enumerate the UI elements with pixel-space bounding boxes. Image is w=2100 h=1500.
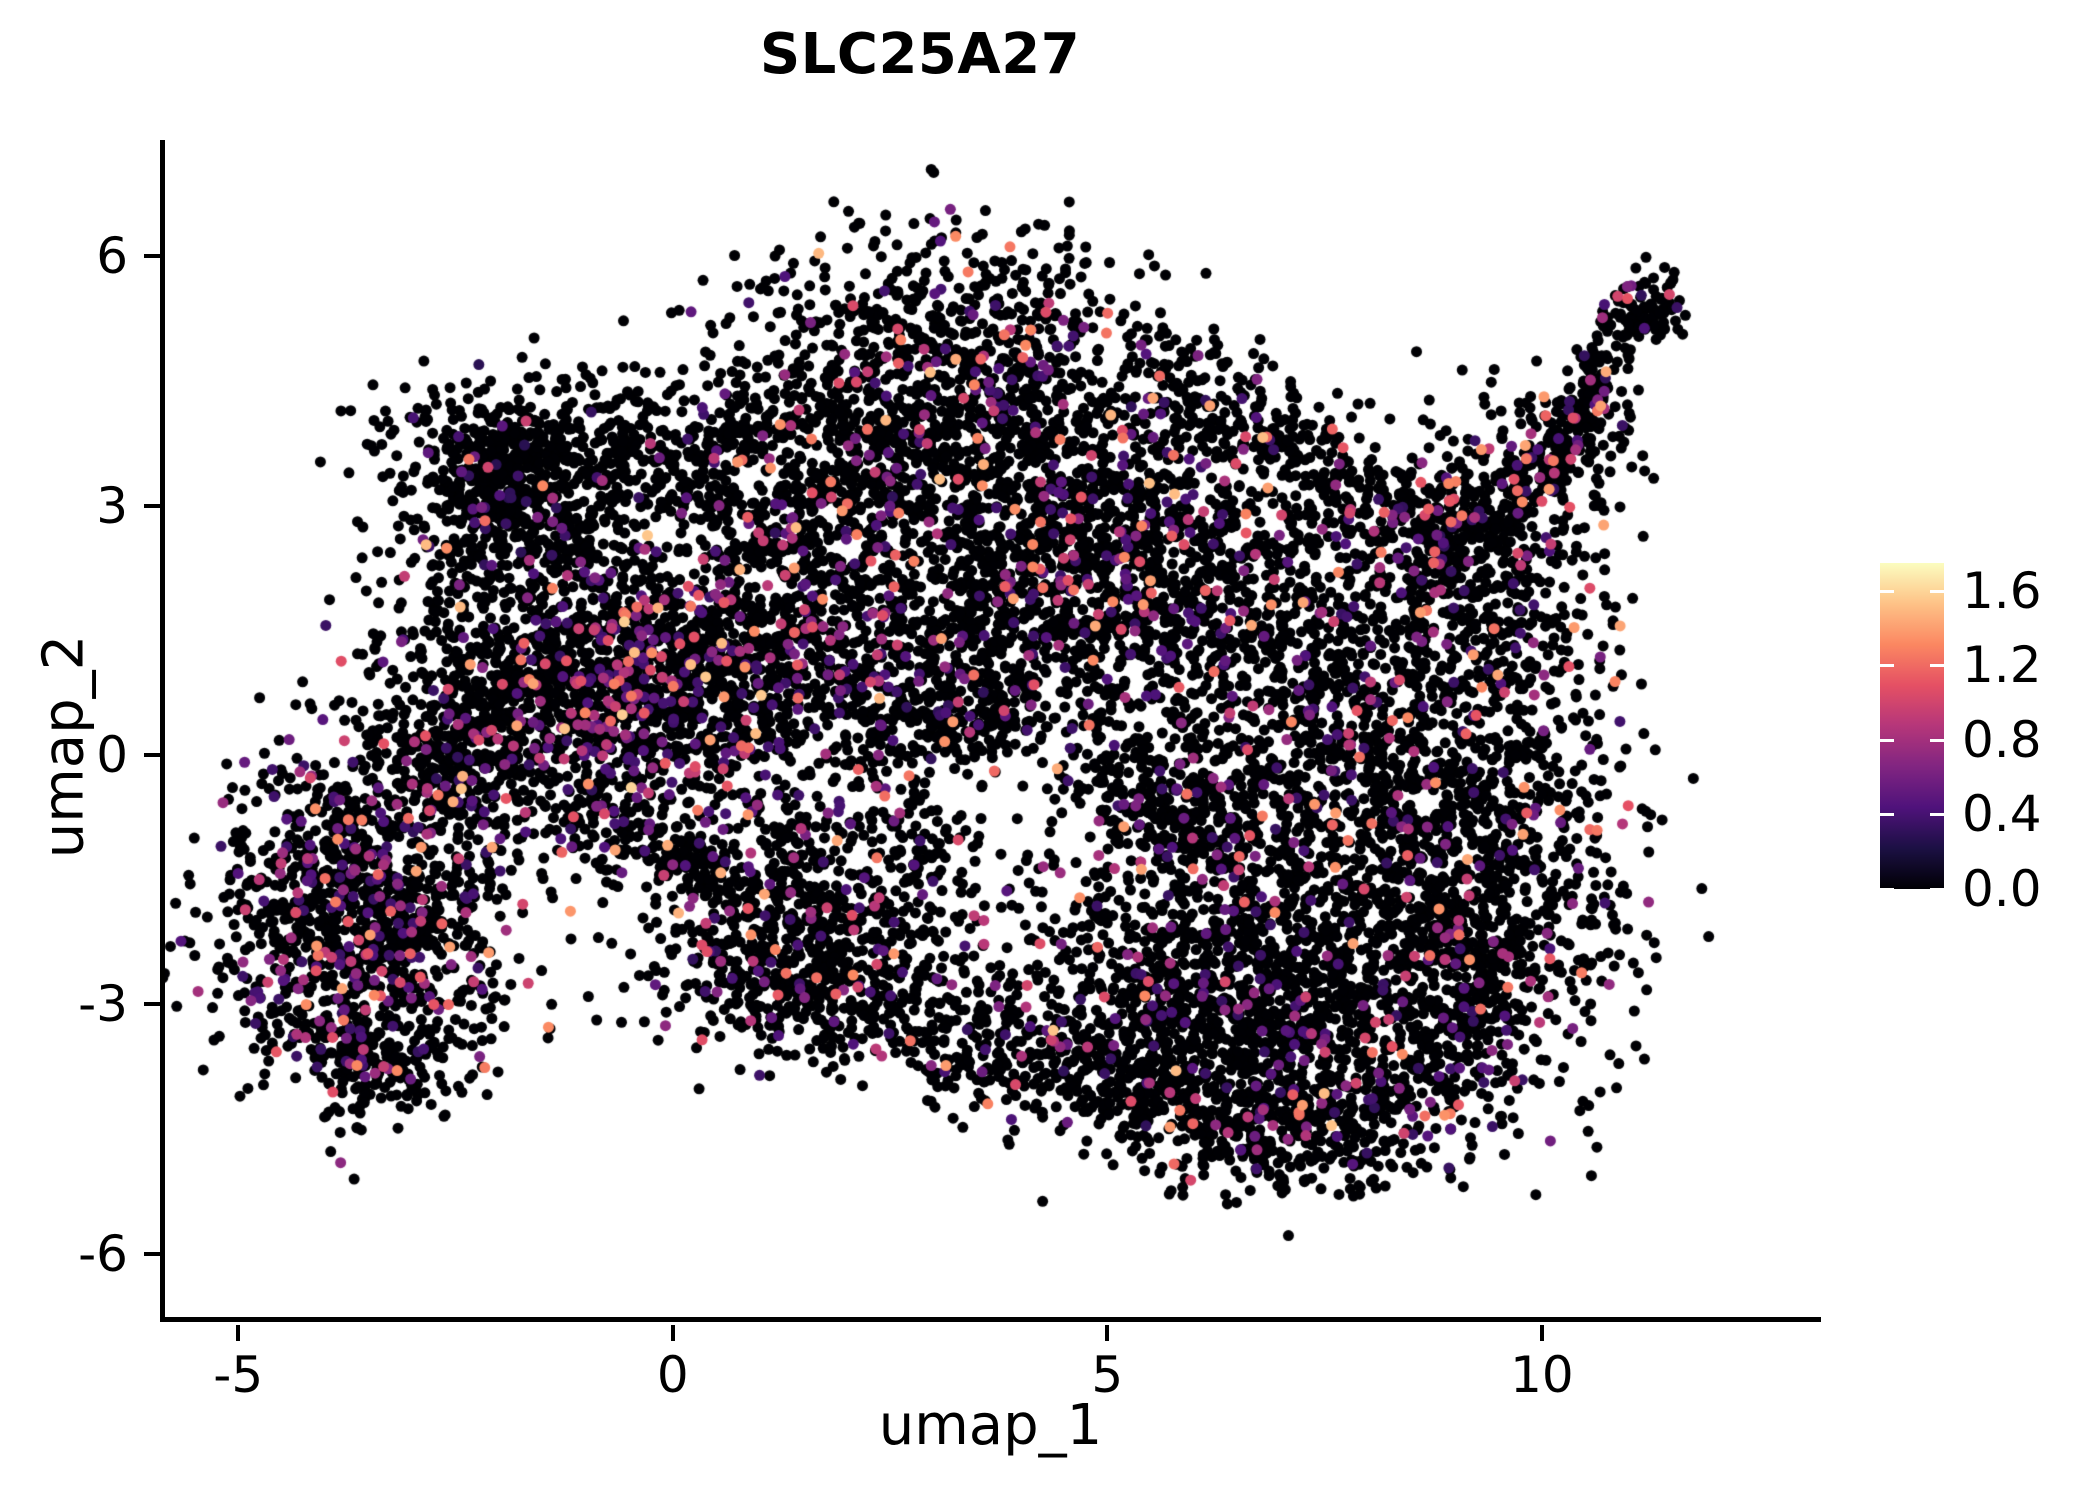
colorbar-tick-mark: [1880, 813, 1894, 817]
y-tick-label: 0: [96, 725, 128, 784]
y-tick-label: -6: [78, 1224, 128, 1283]
colorbar-tick-mark: [1880, 664, 1894, 668]
x-tick-label: 0: [656, 1346, 689, 1404]
y-axis-spine: [160, 140, 165, 1321]
colorbar-tick-mark: [1930, 664, 1944, 668]
x-tick-label: -5: [213, 1346, 264, 1404]
y-tick-mark: [144, 1002, 160, 1007]
page-title: SLC25A27: [759, 22, 1081, 87]
colorbar-tick-mark: [1880, 589, 1894, 593]
colorbar-tick-mark: [1880, 888, 1894, 891]
x-tick-mark: [1105, 1325, 1110, 1341]
colorbar-tick-label: 0.0: [1962, 860, 2042, 918]
y-axis-label: umap_2: [31, 634, 97, 859]
plot-area: [160, 140, 1820, 1320]
colorbar-tick-label: 0.4: [1962, 785, 2042, 844]
colorbar-tick-label: 1.2: [1962, 636, 2042, 695]
x-axis-label: umap_1: [878, 1393, 1103, 1458]
colorbar-tick-mark: [1930, 589, 1944, 593]
y-tick-mark: [144, 752, 160, 757]
x-tick-mark: [670, 1325, 675, 1341]
colorbar-tick-label: 0.8: [1962, 710, 2042, 769]
colorbar-tick-label: 1.6: [1962, 561, 2042, 620]
x-tick-label: 10: [1510, 1346, 1574, 1404]
colorbar-gradient: [1880, 563, 1944, 889]
y-tick-mark: [144, 1251, 160, 1256]
y-tick-label: -3: [78, 975, 128, 1034]
y-tick-mark: [144, 254, 160, 259]
x-tick-mark: [236, 1325, 241, 1341]
x-axis-spine: [160, 1317, 1821, 1322]
y-tick-label: 6: [96, 227, 128, 286]
colorbar-tick-mark: [1930, 888, 1944, 891]
y-tick-mark: [144, 503, 160, 508]
colorbar-tick-mark: [1880, 738, 1894, 742]
colorbar-tick-mark: [1930, 813, 1944, 817]
colorbar-tick-mark: [1930, 738, 1944, 742]
colorbar-legend: 1.6 1.2 0.8 0.4 0.0: [1880, 561, 2080, 914]
scatter-points-canvas: [160, 140, 1820, 1320]
y-tick-label: 3: [96, 476, 128, 535]
x-tick-mark: [1539, 1325, 1544, 1341]
x-tick-label: 5: [1091, 1346, 1124, 1404]
